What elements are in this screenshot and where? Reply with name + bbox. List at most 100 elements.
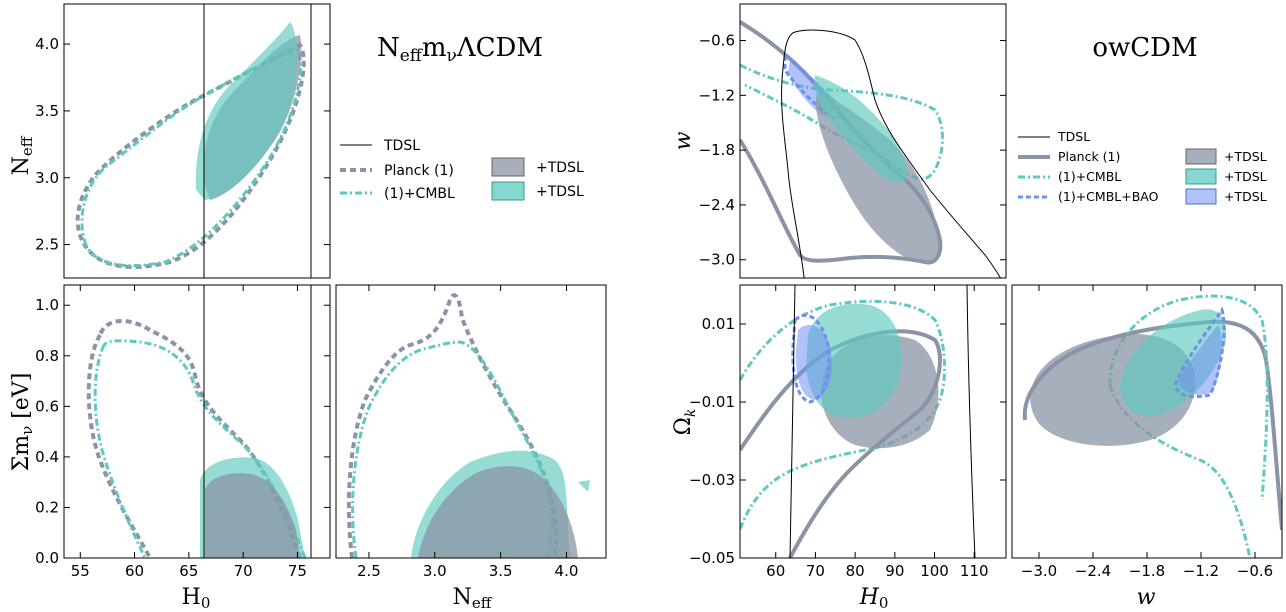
left-panel1-contours — [75, 4, 312, 278]
legend-swatch-teal-fill — [491, 181, 525, 201]
right-panel2-frame — [739, 284, 1007, 559]
left-panel3-frame — [335, 284, 607, 559]
left-xlabel-h0: H0 — [182, 585, 211, 612]
left-ylabel-neff: Neff — [9, 135, 36, 175]
right-panel2-xticks: 60 70 80 90 100 110 — [766, 285, 989, 580]
left-chart-title: NeffmνΛCDM — [377, 33, 543, 66]
planck-tdsl-fill — [418, 466, 578, 558]
x-tick-label: 55 — [71, 562, 90, 580]
y-tick-label: 1.0 — [35, 296, 59, 314]
right-ylabel-w: w — [671, 131, 696, 150]
legend-label-cmbl-bao: (1)+CMBL+BAO — [1058, 189, 1159, 204]
legend-label-planck: Planck (1) — [384, 163, 454, 179]
y-tick-label: −1.2 — [699, 86, 735, 104]
left-panel3-xticks: 2.5 3.0 3.5 4.0 — [357, 285, 578, 580]
legend-swatch-blue-fill — [1185, 188, 1217, 205]
x-tick-label: 4.0 — [555, 562, 579, 580]
y-tick-label: 0.6 — [35, 397, 59, 415]
x-tick-label: −3.0 — [1021, 562, 1057, 580]
legend-label-tdsl-grey: +TDSL — [1224, 149, 1267, 164]
legend-label-tdsl-teal: +TDSL — [536, 184, 584, 200]
right-panel2-yticks: −0.05 −0.03 −0.01 0.01 — [689, 315, 1006, 567]
legend-swatch-grey-fill — [1185, 148, 1217, 165]
left-panel-neff-h0: 2.5 3.0 3.5 4.0 — [35, 3, 331, 279]
y-tick-label: −0.6 — [699, 32, 735, 50]
y-tick-label: 3.0 — [35, 169, 59, 187]
legend-label-tdsl-teal: +TDSL — [1224, 169, 1267, 184]
x-tick-label: −2.4 — [1075, 562, 1111, 580]
right-panel-w-h0: −3.0 −2.4 −1.8 −1.2 −0.6 — [699, 3, 1007, 279]
x-tick-label: 3.5 — [489, 562, 513, 580]
x-tick-label: 3.0 — [423, 562, 447, 580]
legend-swatch-teal-fill — [1185, 168, 1217, 185]
left-panel2-contours — [86, 285, 312, 558]
cmbl-tdsl-fill — [814, 75, 908, 183]
blue-dashed-contour — [1173, 306, 1226, 399]
x-tick-label: 65 — [179, 562, 198, 580]
y-tick-label: 0.8 — [35, 347, 59, 365]
blue-dashed-contour — [791, 313, 831, 404]
x-tick-label: 75 — [288, 562, 307, 580]
x-tick-label: 90 — [885, 562, 904, 580]
right-panel2-contours — [740, 285, 976, 558]
right-panel1-frame — [739, 3, 1007, 279]
left-panel2-frame — [63, 284, 331, 559]
y-tick-label: −0.03 — [689, 471, 735, 489]
right-ylabel-omegak: Ωk — [671, 409, 699, 436]
y-tick-label: 2.5 — [35, 236, 59, 254]
legend-label-tdsl: TDSL — [1057, 129, 1090, 144]
x-tick-label: −0.6 — [1237, 562, 1273, 580]
y-tick-label: −0.01 — [689, 393, 735, 411]
left-ylabel-mnu: Σmν [eV] — [9, 373, 36, 472]
cmbl-tdsl-fill — [195, 22, 297, 200]
x-tick-label: 80 — [846, 562, 865, 580]
planck-contour — [86, 318, 302, 558]
cmbl-tdsl-fill — [1120, 309, 1227, 417]
tdsl-contour — [789, 285, 976, 558]
legend-label-cmbl: (1)+CMBL — [384, 186, 455, 202]
x-tick-label: 110 — [960, 562, 989, 580]
legend-label-tdsl-blue: +TDSL — [1224, 189, 1267, 204]
x-tick-label: 60 — [125, 562, 144, 580]
left-legend: TDSL Planck (1) (1)+CMBL +TDSL +TDSL — [340, 138, 584, 202]
y-tick-label: 4.0 — [35, 35, 59, 53]
left-xlabel-neff: Neff — [453, 585, 493, 612]
blue-tdsl-fill — [1178, 325, 1222, 395]
legend-label-tdsl: TDSL — [383, 138, 420, 154]
right-panel1-contours — [740, 20, 1002, 278]
legend-label-tdsl-grey: +TDSL — [536, 160, 584, 176]
right-panel-ok-h0: −0.05 −0.03 −0.01 0.01 60 70 80 90 100 110 — [689, 284, 1007, 580]
x-tick-label: −1.8 — [1129, 562, 1165, 580]
left-panel2-yticks: 0.0 0.2 0.4 0.6 0.8 1.0 — [35, 296, 330, 567]
left-panel1-frame — [63, 3, 331, 279]
legend-swatch-grey-fill — [491, 157, 525, 177]
x-tick-label: 60 — [766, 562, 785, 580]
y-tick-label: −2.4 — [699, 196, 735, 214]
right-xlabel-w: w — [1137, 585, 1156, 610]
right-chart-title: owCDM — [1092, 33, 1197, 63]
left-panel2-xticks: 55 60 65 70 75 — [71, 285, 307, 580]
right-panel3-contours — [1022, 294, 1282, 558]
legend-label-cmbl: (1)+CMBL — [1058, 169, 1121, 184]
cmbl-contour — [740, 299, 947, 531]
y-tick-label: 0.4 — [35, 448, 59, 466]
blue-tdsl-fill — [795, 325, 832, 400]
y-tick-label: 3.5 — [35, 102, 59, 120]
planck-contour — [346, 293, 558, 558]
right-xlabel-h0: H0 — [859, 585, 889, 612]
legend-label-planck: Planck (1) — [1058, 149, 1120, 164]
left-panel-mnu-neff: 2.5 3.0 3.5 4.0 — [335, 284, 607, 580]
left-panel-mnu-h0: 0.0 0.2 0.4 0.6 0.8 1.0 55 60 65 70 75 — [35, 284, 331, 580]
right-panel3-xticks: −3.0 −2.4 −1.8 −1.2 −0.6 — [1021, 285, 1273, 580]
tdsl-contour — [781, 29, 1002, 278]
planck-tdsl-fill — [205, 473, 300, 558]
left-panel3-contours — [346, 293, 590, 558]
y-tick-label: 0.01 — [702, 315, 735, 333]
x-tick-label: 2.5 — [357, 562, 381, 580]
y-tick-label: −0.05 — [689, 549, 735, 567]
right-panel1-yticks: −3.0 −2.4 −1.8 −1.2 −0.6 — [699, 32, 1006, 269]
x-tick-label: −1.2 — [1183, 562, 1219, 580]
y-tick-label: −3.0 — [699, 251, 735, 269]
blue-dashed-contour — [783, 51, 842, 120]
